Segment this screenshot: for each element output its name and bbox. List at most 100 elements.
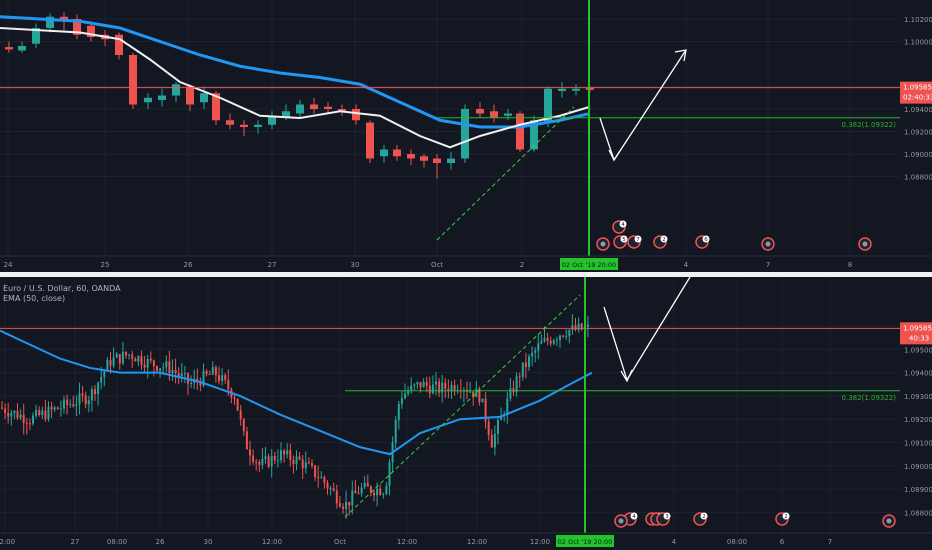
candle-body [419, 382, 422, 388]
candle-body [380, 149, 388, 157]
event-count-badge [630, 512, 638, 520]
candle-body [521, 362, 524, 377]
time-axis-label: 4 [684, 261, 689, 269]
candle-body [394, 420, 397, 443]
candle-body [10, 413, 13, 417]
event-count-label: 4 [621, 222, 625, 228]
candle-body [558, 88, 566, 91]
arrow-head-icon [620, 369, 633, 383]
candle-body [174, 369, 177, 374]
candle-body [422, 381, 425, 388]
candle-body [50, 406, 53, 410]
candle-body [78, 393, 81, 405]
pane-divider[interactable] [0, 272, 932, 277]
candle-body [19, 414, 22, 419]
candle-body [304, 462, 307, 469]
candle-body [504, 113, 512, 116]
cursor-time-badge [560, 258, 618, 270]
event-count-label: 4 [632, 514, 636, 520]
candle-body [571, 325, 574, 331]
arrow-head-icon [608, 149, 621, 162]
event-count-label: 2 [702, 514, 706, 520]
candle-body [354, 490, 357, 494]
candle-countdown: 40:33 [909, 334, 929, 342]
candle-body [208, 374, 211, 376]
candle-body [552, 340, 555, 344]
candle-body [518, 376, 521, 378]
candle-body [410, 385, 413, 392]
chart-legend[interactable]: Euro / U.S. Dollar, 60, OANDA EMA (50, c… [3, 284, 121, 304]
candle-body [211, 367, 214, 375]
candle-body [461, 109, 469, 159]
candle-body [218, 375, 220, 381]
candle-body [233, 397, 236, 399]
candle-body [497, 420, 499, 434]
candle-body [407, 391, 410, 394]
candle-body [202, 371, 205, 386]
candle-body [249, 449, 251, 456]
candle-body [199, 381, 202, 386]
hourly-candlestick-chart[interactable]: 0.382(1.09322)421322 1.096001.095001.094… [0, 277, 932, 550]
candle-body [586, 324, 589, 327]
ema-legend[interactable]: EMA (50, close) [3, 294, 66, 303]
time-axis-label: 7 [828, 538, 832, 546]
last-price-value: 1.09585 [903, 84, 932, 92]
candle-body [295, 456, 298, 465]
candle-body [549, 340, 552, 344]
last-price-badge [900, 322, 932, 345]
fib-level-label: 0.382(1.09322) [842, 394, 897, 402]
candle-body [46, 16, 54, 28]
price-axis-label: 1.09300 [904, 393, 932, 401]
event-count-badge [634, 235, 642, 243]
candle-body [81, 393, 84, 396]
price-axis-label: 1.08900 [904, 486, 932, 494]
candle-body [574, 325, 577, 330]
price-axis[interactable]: 1.102001.100001.096001.094001.092001.090… [900, 0, 932, 256]
time-axis[interactable]: 12:00 27 08:00 26 30 12:00 Oct 12:00 12:00 12:00 4… [0, 532, 932, 547]
hourly-chart-pane[interactable]: 0.382(1.09322)421322 1.096001.095001.094… [0, 277, 932, 550]
candle-body [1, 407, 3, 409]
candle-body [559, 335, 561, 340]
fib-level-label: 0.382(1.09322) [842, 121, 897, 129]
symbol-legend[interactable]: Euro / U.S. Dollar, 60, OANDA [3, 284, 121, 293]
candle-body [537, 343, 540, 351]
time-axis[interactable]: 24 25 26 27 30 Oct 2 4 7 802 Oct '19 20:00 [0, 255, 932, 270]
time-axis-label: 24 [4, 261, 13, 269]
event-count-label: 2 [662, 237, 666, 243]
candle-body [156, 366, 158, 371]
candle-body [565, 336, 568, 338]
candle-body [431, 384, 434, 394]
candle-body [317, 477, 320, 479]
candle-body [342, 506, 344, 509]
candle-body [134, 358, 137, 362]
candle-body [493, 433, 496, 448]
price-axis-label: 1.09100 [904, 440, 932, 448]
flag-icon [765, 241, 771, 247]
candle-body [180, 373, 183, 377]
candle-body [47, 406, 50, 420]
candle-body [286, 450, 289, 455]
flag-icon [862, 241, 868, 247]
candle-body [186, 86, 194, 105]
candle-body [382, 494, 385, 496]
candle-body [32, 415, 34, 424]
candle-body [481, 398, 484, 403]
event-count-label: 7 [636, 237, 640, 243]
candle-body [128, 354, 131, 356]
price-axis[interactable]: 1.096001.095001.094001.093001.092001.091… [900, 277, 932, 533]
candle-body [268, 115, 276, 125]
candle-body [311, 463, 313, 466]
candle-body [97, 382, 100, 395]
candle-body [292, 460, 295, 465]
candle-body [524, 362, 527, 367]
time-axis-label: 26 [184, 261, 193, 269]
price-axis-label: 1.09400 [904, 106, 932, 114]
candle-body [400, 398, 403, 404]
candle-body [335, 490, 338, 504]
candle-body [270, 455, 273, 467]
candle-body [490, 435, 493, 448]
candle-body [580, 323, 583, 330]
candle-body [562, 335, 565, 337]
